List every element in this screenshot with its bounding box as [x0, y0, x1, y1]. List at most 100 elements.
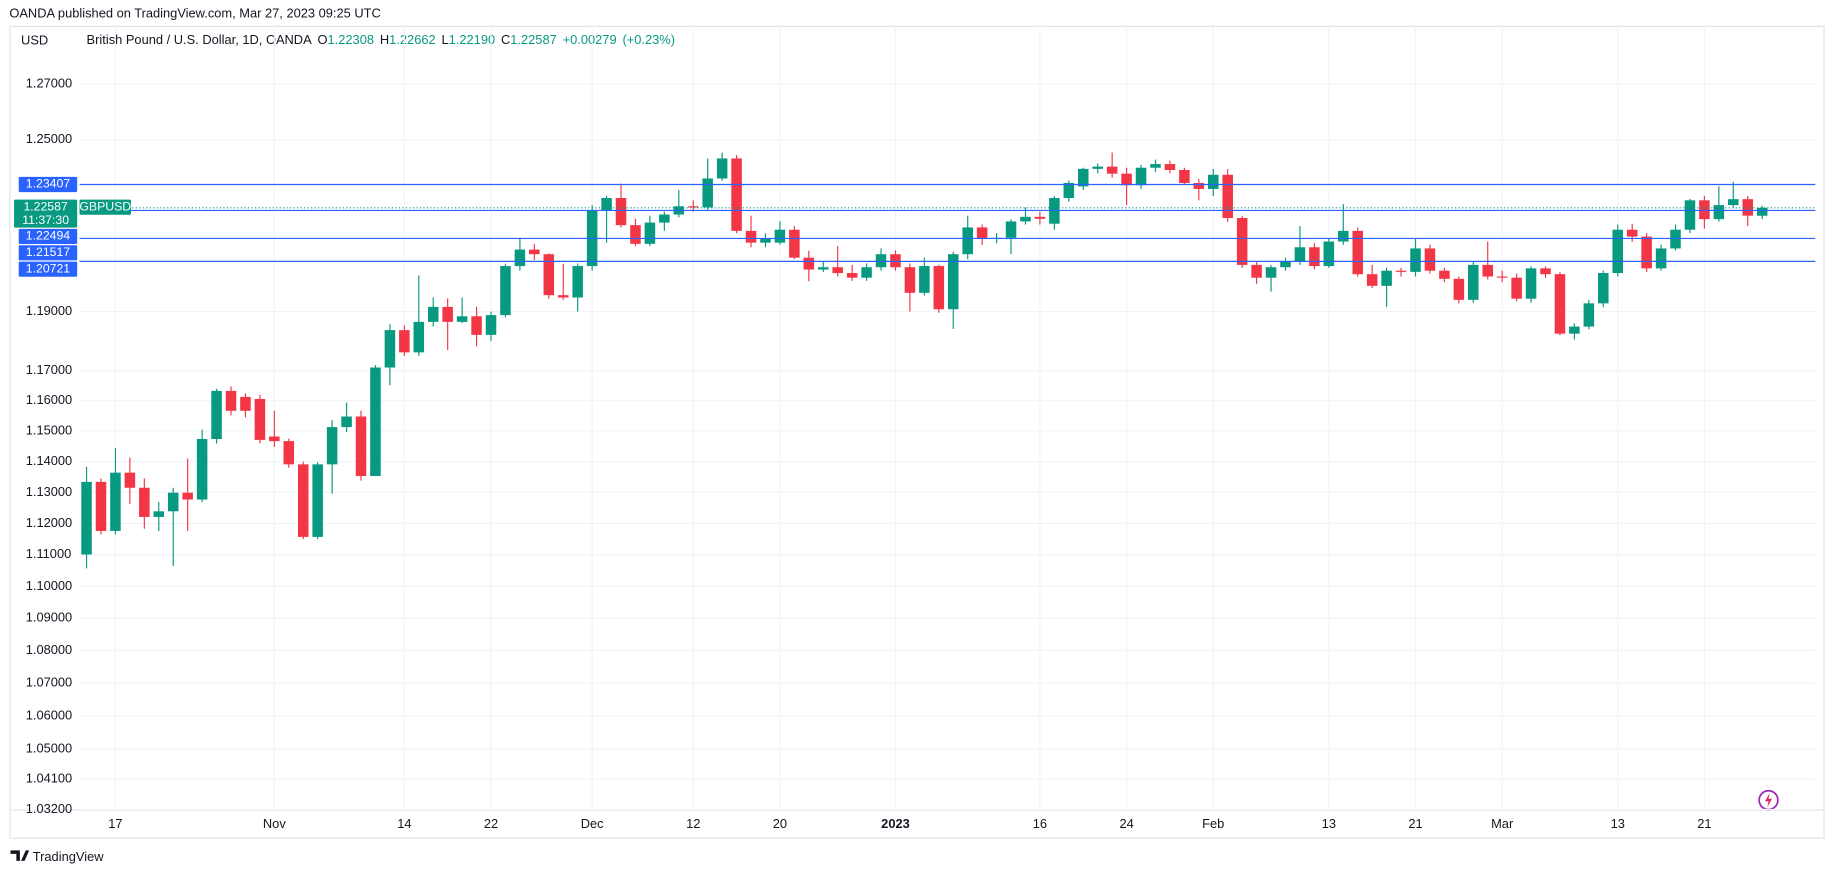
candle-body: [1511, 277, 1522, 299]
logo-mark: [10, 850, 30, 861]
y-tick-label: 1.08000: [26, 642, 72, 657]
icon-bolt[interactable]: [1764, 793, 1773, 808]
candle-body: [731, 158, 742, 231]
candle-body: [1554, 274, 1566, 334]
candle-body: [557, 295, 569, 298]
candle-body: [1280, 261, 1291, 268]
candle-body: [1525, 268, 1537, 299]
candle-body: [1453, 278, 1465, 300]
candle-body: [1612, 229, 1623, 274]
candle-body: [485, 315, 497, 335]
countdown: 11:37:30: [22, 213, 69, 227]
price-tag: [18, 245, 78, 261]
candle-body: [1078, 168, 1089, 187]
candle-body: [1598, 273, 1609, 304]
chart-frame: [9, 25, 1825, 839]
y-tick-label: 1.12000: [26, 515, 72, 530]
candle-body: [514, 249, 526, 267]
y-tick-label: 1.25000: [26, 131, 72, 146]
candle-body: [269, 436, 280, 442]
current-price-label: 1.22587: [23, 199, 68, 213]
candle-body: [1005, 221, 1017, 238]
price-tag: [18, 176, 78, 193]
candle-body: [182, 492, 193, 500]
candle-body: [1468, 264, 1479, 300]
candle-body: [529, 249, 540, 255]
candle-body: [471, 316, 482, 335]
candle-body: [341, 416, 352, 428]
candle-body: [716, 158, 728, 179]
candle-body: [1699, 200, 1710, 220]
candle-body: [1424, 248, 1436, 271]
candle-body: [803, 257, 815, 270]
symbol-label: GBPUSD: [79, 199, 131, 213]
candle-body: [240, 396, 251, 411]
candle-body: [789, 229, 800, 258]
candle-body: [572, 266, 583, 298]
x-tick-label: 2023: [881, 816, 910, 831]
candle-body: [976, 227, 988, 239]
candle-body: [1742, 199, 1754, 216]
x-tick-label: 17: [108, 816, 122, 831]
footer-logo: TradingView: [10, 849, 104, 864]
candle-body: [312, 464, 323, 537]
candle-body: [962, 227, 973, 255]
candle-body: [384, 330, 396, 368]
y-tick-label: 1.04100: [26, 770, 72, 785]
candle-body: [615, 198, 627, 226]
candle-body: [1439, 270, 1450, 279]
y-tick-label: 1.15000: [26, 422, 72, 437]
candle-body: [81, 481, 92, 555]
x-tick-label: Mar: [1491, 816, 1514, 831]
candle-body: [745, 230, 757, 243]
y-tick-label: 1.17000: [26, 362, 72, 377]
grid: [79, 25, 1816, 811]
x-tick-label: 13: [1611, 816, 1625, 831]
candle-body: [1222, 174, 1233, 218]
candle-body: [1338, 230, 1349, 242]
candle-body: [124, 472, 136, 488]
candle-body: [1265, 267, 1277, 278]
y-tick-label: 1.10000: [26, 578, 72, 593]
candle-body: [933, 266, 945, 310]
legend: British Pound / U.S. Dollar, 1D, OANDA O1…: [87, 32, 675, 47]
x-tick-label: 12: [686, 816, 700, 831]
candle-body: [1655, 248, 1667, 269]
legend-value: 1.22308: [328, 32, 374, 47]
candle-body: [1020, 216, 1031, 222]
legend-value: (+0.23%): [622, 32, 675, 47]
candle-body: [1034, 216, 1046, 219]
legend-key: C: [501, 32, 510, 47]
candle-body: [297, 464, 309, 537]
candle-body: [644, 222, 656, 244]
candle-body: [442, 306, 453, 322]
candle-body: [153, 511, 165, 517]
snapshot-icon[interactable]: [1758, 789, 1779, 811]
candle-body: [1323, 241, 1335, 267]
candles: [81, 152, 1768, 569]
candle-body: [110, 472, 121, 531]
candle-body: [1150, 164, 1161, 168]
candle-body: [1106, 166, 1118, 174]
legend-title: British Pound / U.S. Dollar, 1D, OANDA: [87, 32, 313, 47]
candle-body: [947, 254, 959, 310]
symbol-tag: [79, 199, 131, 215]
candle-body: [427, 306, 439, 322]
candle-body: [167, 492, 179, 512]
candle-body: [630, 225, 641, 244]
y-tick-label: 1.05000: [26, 740, 72, 755]
y-tick-label: 1.27000: [26, 76, 72, 91]
candle-body: [1193, 182, 1205, 189]
x-tick-label: Dec: [581, 816, 604, 831]
candle-body: [326, 427, 338, 465]
candle-body: [225, 390, 237, 411]
y-tick-label: 1.19000: [26, 303, 72, 318]
candle-body: [1756, 207, 1768, 216]
publisher: OANDA published on TradingView.com, Mar …: [9, 5, 380, 20]
candle-body: [1251, 264, 1262, 278]
x-tick-label: 22: [484, 816, 498, 831]
candle-body: [1381, 270, 1392, 286]
price-tag: [18, 261, 78, 277]
candle-body: [1208, 174, 1219, 189]
